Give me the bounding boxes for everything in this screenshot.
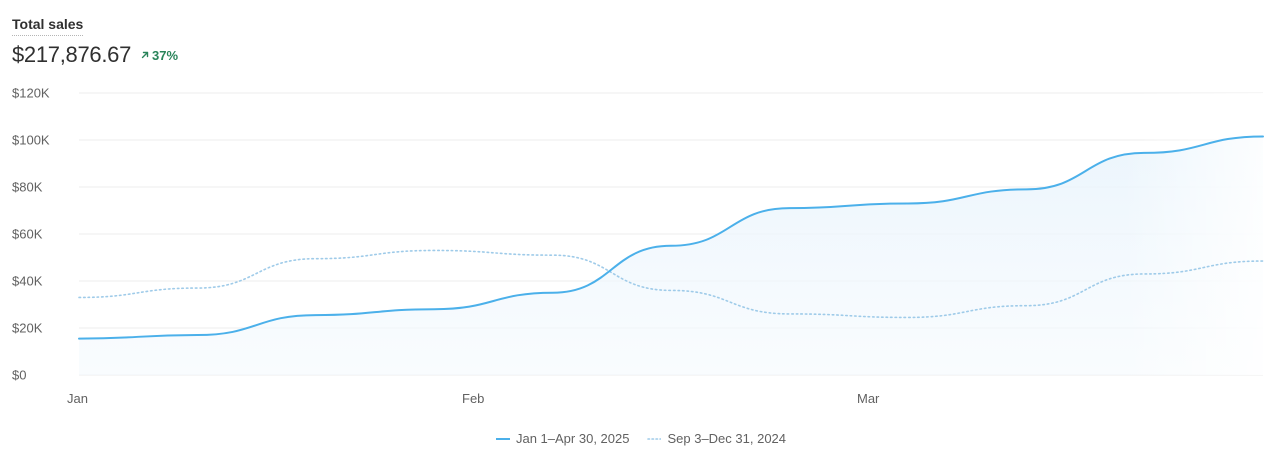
legend-solid-line-icon <box>495 437 510 440</box>
legend-label-previous: Sep 3–Dec 31, 2024 <box>667 431 787 446</box>
series-line-current[interactable] <box>78 135 1264 340</box>
y-tick-label: $80K <box>12 180 43 195</box>
legend-label-current: Jan 1–Apr 30, 2025 <box>515 431 630 446</box>
x-tick-label: Jan <box>67 391 88 406</box>
x-tick-label: Feb <box>462 391 484 406</box>
arrow-up-right-icon <box>141 51 149 59</box>
series-line-previous[interactable] <box>78 249 1264 319</box>
change-percent: 37% <box>152 47 179 63</box>
metric-row: $217,876.67 37% <box>12 42 178 68</box>
legend-item-current[interactable]: Jan 1–Apr 30, 2025 <box>495 431 630 446</box>
legend-dotted-line-icon <box>647 437 662 440</box>
metric-value: $217,876.67 <box>12 42 132 67</box>
legend-item-previous[interactable]: Sep 3–Dec 31, 2024 <box>647 431 786 446</box>
x-tick-label: Mar <box>857 391 880 406</box>
change-badge: 37% <box>141 48 178 63</box>
y-tick-label: $40K <box>12 274 43 289</box>
y-tick-label: $100K <box>12 133 50 148</box>
summary-header: Total sales $217,876.67 37% <box>12 16 178 68</box>
chart-legend: Jan 1–Apr 30, 2025 Sep 3–Dec 31, 2024 <box>0 431 1282 446</box>
current-series-area <box>79 136 1263 375</box>
series-layer <box>78 93 1264 375</box>
x-axis-labels: Jan Feb Mar <box>67 391 880 406</box>
y-tick-label: $20K <box>12 321 43 336</box>
y-tick-label: $60K <box>12 227 43 242</box>
area-fade-overlay <box>1123 93 1263 375</box>
y-tick-label: $0 <box>12 368 26 383</box>
y-tick-label: $120K <box>12 86 50 101</box>
metric-title[interactable]: Total sales <box>12 16 84 36</box>
y-axis-labels: $0 $20K $40K $60K $80K $100K $120K <box>12 86 50 383</box>
sales-line-chart: $0 $20K $40K $60K $80K $100K $120K Jan Feb Mar <box>12 86 1264 406</box>
